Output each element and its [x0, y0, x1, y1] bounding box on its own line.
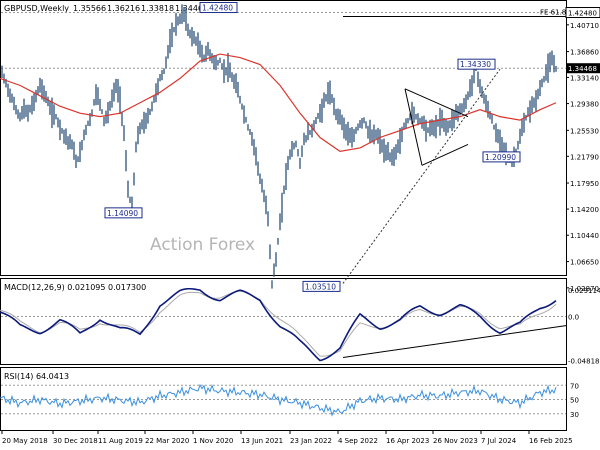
x-tick-label: 7 Jul 2024 [481, 437, 517, 445]
price-tick-label: 1.02870 [570, 285, 599, 293]
ohlc-close: 1.34468 [175, 4, 208, 13]
price-tick-label: 1.29380 [570, 101, 599, 109]
rsi-tick-label: 50 [570, 397, 579, 405]
ohlc-high: 1.36216 [107, 4, 140, 13]
price-tick-label: 1.06650 [570, 259, 599, 267]
watermark: Action Forex [150, 235, 255, 255]
x-tick-label: 23 Jan 2022 [290, 437, 332, 445]
macd-tick-label: -0.048189 [568, 357, 600, 365]
price-tick-label: 1.21790 [570, 153, 599, 161]
marked-level-label: 1.42480 [568, 10, 597, 18]
macd-line [0, 287, 557, 362]
rsi-layer: 70 50 30 [0, 382, 579, 419]
annotation-box [482, 151, 521, 163]
price-tick-label: 1.33140 [570, 74, 599, 82]
price-layer: FE 61.8 1.42480 1.34330 1.14090 1.20990 1.035… [0, 2, 566, 292]
annotation-label: 1.34330 [460, 60, 491, 69]
price-tick-label: 1.40710 [570, 22, 599, 30]
rsi-tick-label: 30 [570, 411, 579, 419]
ohlc-low: 1.33818 [141, 4, 174, 13]
marked-level-box [565, 7, 600, 19]
price-tick-label: 1.25530 [570, 127, 599, 135]
triangle-lower [421, 143, 469, 166]
x-tick-label: 4 Sep 2022 [338, 437, 378, 445]
rsi-tick-label: 70 [570, 382, 579, 390]
triangle-left [404, 88, 423, 166]
price-tick-label: 1.10440 [570, 232, 599, 240]
price-panel-frame [0, 0, 567, 276]
current-price-box [566, 63, 600, 74]
rsi-label: RSI(14) 64.0413 [4, 372, 69, 381]
annotation-label: 1.20990 [485, 153, 516, 162]
x-tick-label: 20 May 2018 [2, 437, 48, 445]
macd-trendline [342, 325, 567, 358]
x-tick-label: 11 Aug 2019 [98, 437, 143, 445]
fe-label: FE 61.8 [540, 9, 566, 17]
x-tick-label: 1 Nov 2020 [193, 437, 233, 445]
annotation-label: 1.14090 [107, 209, 138, 218]
x-tick-label: 26 Nov 2023 [433, 437, 478, 445]
annotation-label: 1.42480 [202, 4, 233, 13]
price-header: GBPUSD,Weekly 1.35566 1.36216 1.33818 1.… [4, 4, 208, 13]
macd-tick-label: 0.029114 [568, 287, 600, 295]
x-tick-label: 13 Jun 2021 [241, 437, 283, 445]
price-tick-label: 1.14200 [570, 206, 599, 214]
x-tick-label: 16 Feb 2025 [529, 437, 573, 445]
annotation-box [457, 58, 496, 70]
annotation-label: 1.03510 [305, 282, 336, 291]
chart-title: GBPUSD,Weekly [4, 4, 69, 13]
ohlc-open: 1.35566 [73, 4, 106, 13]
annotation-box [199, 2, 238, 14]
x-tick-label: 16 Apr 2023 [386, 437, 429, 445]
triangle-upper [404, 88, 469, 118]
price-axis: 1.40710 1.36860 1.33140 1.29380 1.25530 1.217… [565, 7, 600, 293]
trendline-dashed [342, 68, 501, 284]
x-axis: 20 May 2018 30 Dec 2018 11 Aug 2019 22 Mar … [1, 431, 573, 445]
price-tick-label: 1.17950 [570, 180, 599, 188]
macd-label: MACD(12,26,9) 0.021095 0.017300 [4, 283, 146, 292]
macd-signal-line [0, 290, 557, 357]
rsi-line [0, 383, 557, 417]
x-tick-label: 30 Dec 2018 [53, 437, 98, 445]
annotation-box [302, 280, 341, 292]
x-tick-label: 22 Mar 2020 [145, 437, 189, 445]
price-tick-label: 1.36860 [570, 49, 599, 57]
macd-tick-label: 0.0 [568, 314, 579, 322]
annotation-box [104, 207, 143, 219]
macd-layer: 0.029114 0.0 -0.048189 [0, 287, 600, 365]
current-price-label: 1.34468 [568, 65, 597, 73]
